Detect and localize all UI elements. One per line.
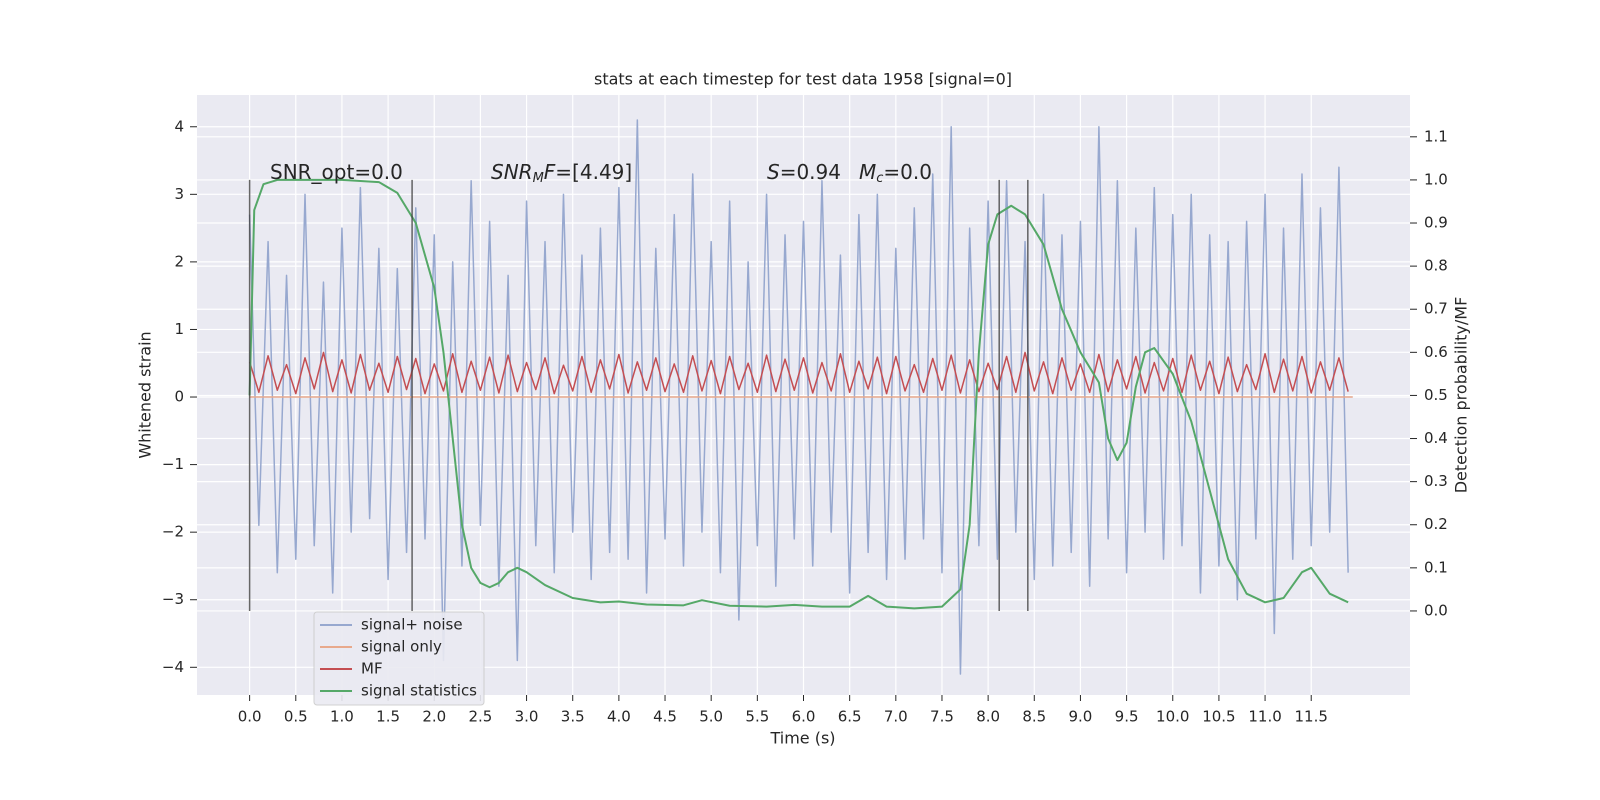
y-tick-label: 3 [174, 185, 184, 203]
legend-box [313, 611, 485, 706]
annotation-part: F [544, 160, 556, 184]
annotation-part: =0.0 [883, 160, 932, 184]
x-tick-label: 11.5 [1295, 708, 1328, 726]
annotation: SNRMF=[4.49] [491, 160, 632, 186]
y-tick-label: −1 [162, 455, 184, 473]
y2-tick-label: 1.1 [1424, 127, 1448, 145]
x-tick-label: 11.0 [1248, 708, 1281, 726]
x-tick-label: 8.0 [976, 708, 1000, 726]
y-tick-label: −4 [162, 658, 184, 676]
y-tick-label: −3 [162, 590, 184, 608]
x-tick-label: 2.0 [422, 708, 446, 726]
y-tick-label: −2 [162, 523, 184, 541]
x-tick-label: 9.5 [1115, 708, 1139, 726]
x-tick-label: 3.5 [561, 708, 585, 726]
x-tick-label: 2.5 [468, 708, 492, 726]
marks [248, 119, 1353, 675]
x-tick-label: 6.5 [838, 708, 862, 726]
y2-tick-label: 1.0 [1424, 170, 1448, 188]
x-tick-label: 1.0 [330, 708, 354, 726]
y2-tick-label: 0.1 [1424, 558, 1448, 576]
y2-tick-label: 0.0 [1424, 601, 1448, 619]
y2-tick-label: 0.9 [1424, 214, 1448, 232]
y2-tick-label: 0.8 [1424, 257, 1448, 275]
y-tick-label: 4 [174, 117, 184, 135]
x-axis-label: Time (s) [769, 729, 835, 748]
x-tick-label: 5.5 [745, 708, 769, 726]
x-tick-label: 4.0 [607, 708, 631, 726]
x-tick-label: 9.0 [1069, 708, 1093, 726]
x-tick-label: 0.0 [238, 708, 262, 726]
y2-tick-label: 0.4 [1424, 429, 1448, 447]
legend: signal+ noise signal only MF signal statist… [313, 611, 485, 706]
x-tick-label: 4.5 [653, 708, 677, 726]
annotation-part: S [767, 160, 780, 184]
legend-label: MF [361, 660, 383, 678]
annotation-part: SNR [491, 160, 533, 184]
legend-label: signal only [361, 638, 442, 656]
y2-axis-label: Detection probability/MF [1452, 297, 1471, 494]
x-tick-label: 7.5 [930, 708, 954, 726]
annotation: SNR_opt=0.0 [270, 160, 403, 184]
annotation-part: =0.94 [780, 160, 841, 184]
y2-tick-label: 0.7 [1424, 300, 1448, 318]
legend-label: signal+ noise [361, 616, 463, 634]
y-tick-label: 1 [174, 320, 184, 338]
y2-tick-label: 0.2 [1424, 515, 1448, 533]
y-tick-label: 0 [174, 388, 184, 406]
series-line [248, 351, 1349, 395]
annotation-part: M [859, 160, 876, 184]
annotation-part: SNR_opt=0.0 [270, 160, 403, 184]
x-tick-label: 10.5 [1202, 708, 1235, 726]
x-tick-label: 6.0 [792, 708, 816, 726]
annotation: Mc=0.0 [859, 160, 932, 186]
y2-tick-label: 0.5 [1424, 386, 1448, 404]
y-axis-label: Whitened strain [136, 331, 155, 458]
x-tick-label: 10.0 [1156, 708, 1189, 726]
y2-tick-label: 0.3 [1424, 472, 1448, 490]
x-tick-label: 7.0 [884, 708, 908, 726]
chart-title: stats at each timestep for test data 195… [594, 70, 1012, 89]
y2-tick-label: 0.6 [1424, 343, 1448, 361]
x-tick-label: 1.5 [376, 708, 400, 726]
x-tick-label: 3.0 [515, 708, 539, 726]
y-tick-label: 2 [174, 252, 184, 270]
x-tick-label: 8.5 [1022, 708, 1046, 726]
annotation: S=0.94 [767, 160, 841, 184]
annotation-part: =[4.49] [555, 160, 632, 184]
annotation-part: c [876, 171, 883, 186]
x-tick-label: 5.0 [699, 708, 723, 726]
series-line [248, 178, 1349, 610]
annotation-part: M [533, 171, 544, 186]
legend-label: signal statistics [361, 682, 477, 700]
x-tick-label: 0.5 [284, 708, 308, 726]
